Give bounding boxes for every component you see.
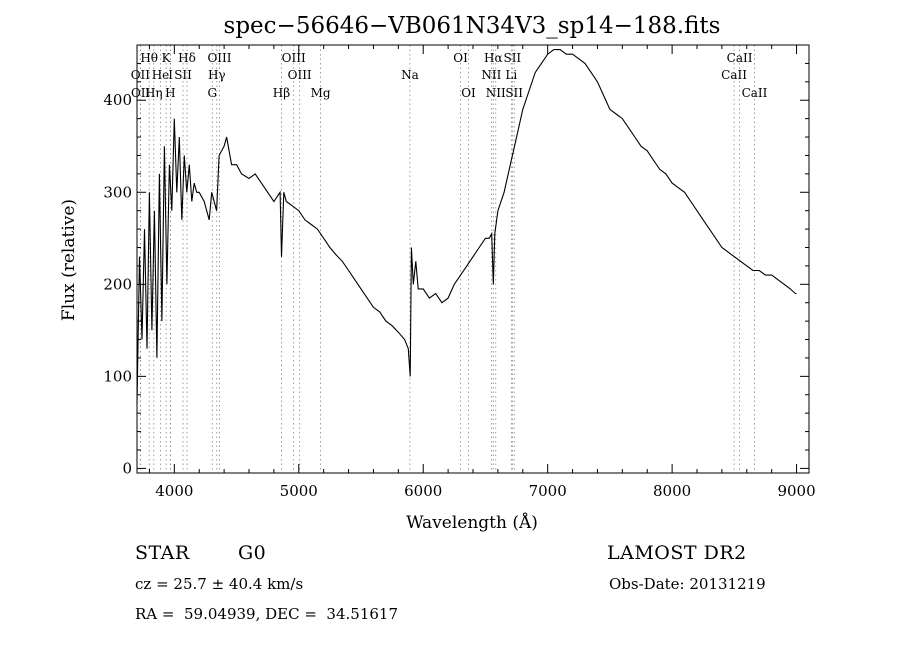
x-tick-label: 5000 — [280, 482, 318, 500]
spectral-line-label: OI — [453, 51, 468, 65]
x-tick-label: 8000 — [653, 482, 691, 500]
spectral-line-label: Hη — [145, 86, 163, 100]
spectral-line-label: Hβ — [273, 86, 290, 100]
spectral-line-label: Li — [505, 68, 517, 82]
y-tick-label: 400 — [103, 91, 132, 109]
redshift-cz: cz = 25.7 ± 40.4 km/s — [135, 575, 304, 593]
spectrum-line — [136, 49, 797, 405]
y-tick-label: 200 — [103, 275, 132, 293]
spectral-line-label: CaII — [727, 51, 753, 65]
spectral-line-label: H — [165, 86, 175, 100]
spectral-line-label: CaII — [742, 86, 768, 100]
spectral-line-label: OII — [131, 68, 151, 82]
ra-dec: RA = 59.04939, DEC = 34.51617 — [135, 605, 399, 623]
y-tick-label: 0 — [122, 459, 132, 477]
x-axis-ticks: 4000 5000 6000 7000 8000 9000 — [148, 45, 816, 500]
spectral-line-label: Hγ — [208, 68, 226, 82]
x-tick-label: 4000 — [155, 482, 193, 500]
spectral-line-label: CaII — [721, 68, 747, 82]
spectral-line-label: SII — [505, 86, 523, 100]
spectral-line-label: K — [162, 51, 172, 65]
spectral-line-label: OII — [131, 86, 151, 100]
spectral-line-label: OIII — [207, 51, 231, 65]
y-axis-ticks: 0 100 200 300 400 — [103, 62, 809, 477]
spectral-line-label: G — [207, 86, 217, 100]
survey-name: LAMOST DR2 — [607, 542, 747, 564]
spectral-line-label: OIII — [288, 68, 312, 82]
x-axis-label: Wavelength (Å) — [406, 512, 538, 533]
observation-date: Obs-Date: 20131219 — [609, 575, 766, 593]
spectral-line-label: Hδ — [178, 51, 196, 65]
spectral-line-label: OI — [461, 86, 476, 100]
spectral-line-label: He — [152, 68, 170, 82]
x-tick-label: 7000 — [529, 482, 567, 500]
spectral-line-label: NII — [481, 68, 501, 82]
spectral-line-label: OIII — [282, 51, 306, 65]
plot-frame — [136, 44, 810, 474]
spectral-line-label: Hα — [484, 51, 503, 65]
spectral-line-markers — [139, 45, 755, 473]
spectral-line-label: NII — [486, 86, 506, 100]
y-tick-label: 300 — [103, 183, 132, 201]
spectral-line-label: Hθ — [140, 51, 158, 65]
chart-title: spec−56646−VB061N34V3_sp14−188.fits — [224, 13, 721, 39]
spectral-line-label: SII — [174, 68, 192, 82]
object-class: STAR — [135, 542, 190, 564]
spectral-line-label: SII — [503, 51, 521, 65]
spectral-line-label: I — [168, 68, 173, 82]
spectral-line-label: Na — [401, 68, 419, 82]
x-tick-label: 6000 — [404, 482, 442, 500]
y-axis-label: Flux (relative) — [59, 199, 79, 321]
object-subclass: G0 — [238, 542, 267, 564]
y-tick-label: 100 — [103, 367, 132, 385]
x-tick-label: 9000 — [777, 482, 815, 500]
spectral-line-label: Mg — [311, 86, 331, 100]
